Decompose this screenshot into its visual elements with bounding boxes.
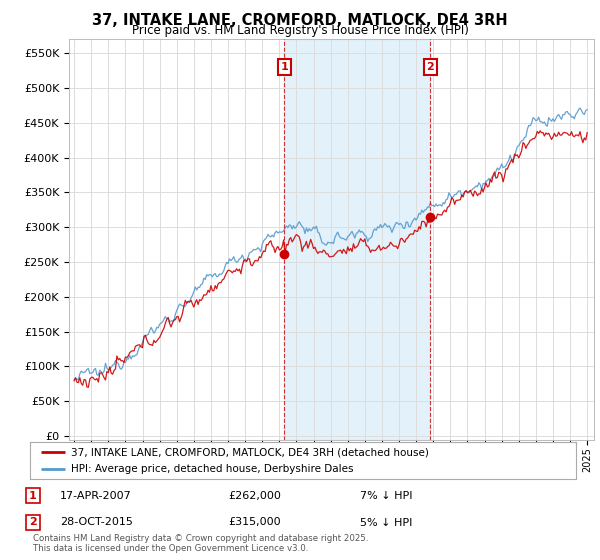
- Text: 1: 1: [29, 491, 37, 501]
- Text: Price paid vs. HM Land Registry's House Price Index (HPI): Price paid vs. HM Land Registry's House …: [131, 24, 469, 37]
- Text: HPI: Average price, detached house, Derbyshire Dales: HPI: Average price, detached house, Derb…: [71, 464, 353, 474]
- Text: 37, INTAKE LANE, CROMFORD, MATLOCK, DE4 3RH: 37, INTAKE LANE, CROMFORD, MATLOCK, DE4 …: [92, 13, 508, 28]
- Text: 5% ↓ HPI: 5% ↓ HPI: [360, 517, 412, 528]
- Text: £262,000: £262,000: [228, 491, 281, 501]
- Text: Contains HM Land Registry data © Crown copyright and database right 2025.
This d: Contains HM Land Registry data © Crown c…: [33, 534, 368, 553]
- Bar: [284, 39, 430, 440]
- Text: 17-APR-2007: 17-APR-2007: [60, 491, 132, 501]
- Text: 2: 2: [29, 517, 37, 528]
- Text: 1: 1: [281, 62, 289, 72]
- Text: 37, INTAKE LANE, CROMFORD, MATLOCK, DE4 3RH (detached house): 37, INTAKE LANE, CROMFORD, MATLOCK, DE4 …: [71, 447, 429, 457]
- Text: 7% ↓ HPI: 7% ↓ HPI: [360, 491, 413, 501]
- Text: 28-OCT-2015: 28-OCT-2015: [60, 517, 133, 528]
- Text: £315,000: £315,000: [228, 517, 281, 528]
- Text: 2: 2: [427, 62, 434, 72]
